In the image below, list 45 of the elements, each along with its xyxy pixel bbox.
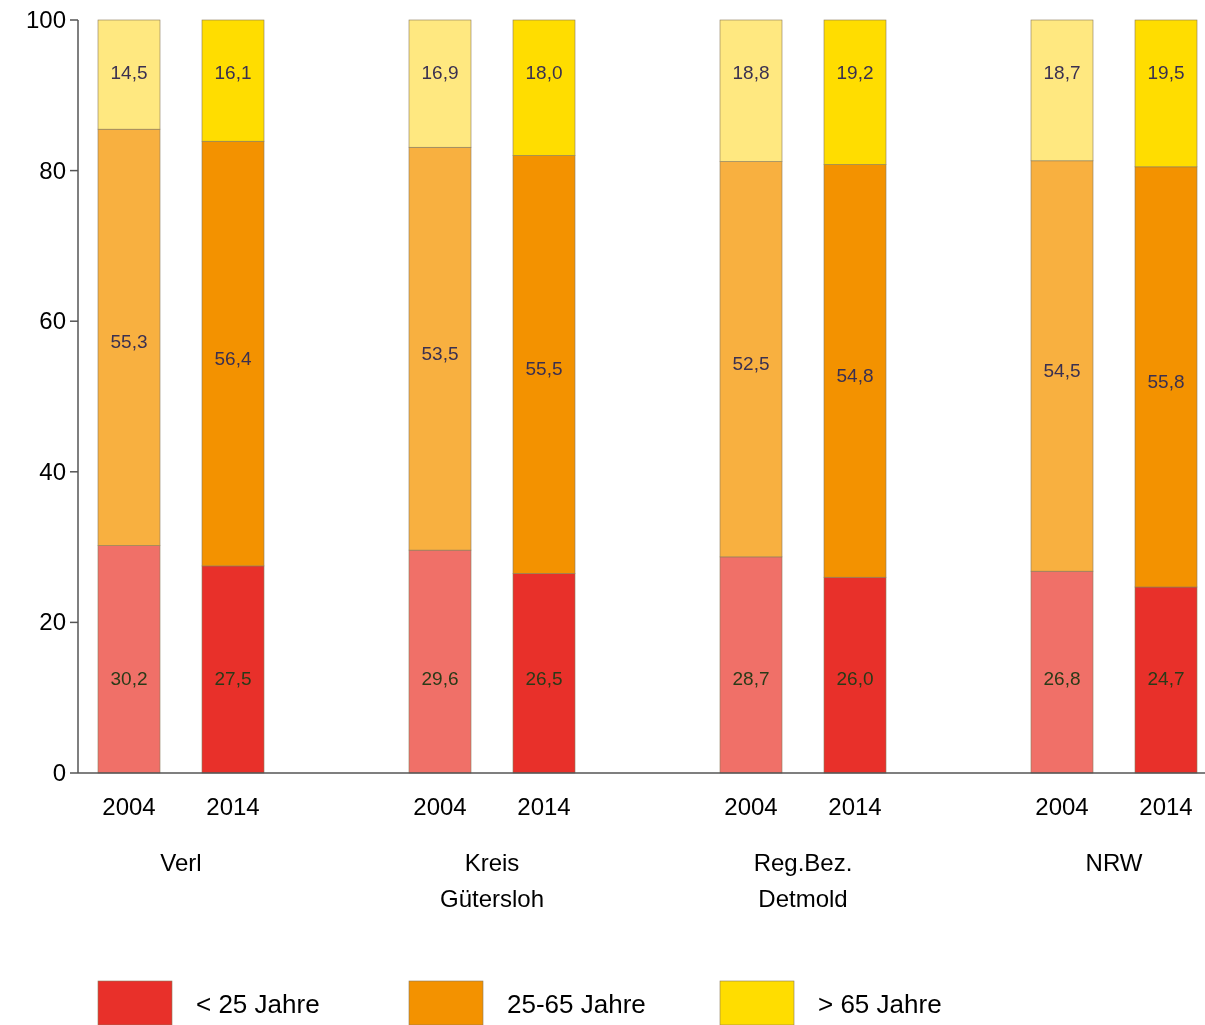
data-label: 19,2 xyxy=(836,62,874,83)
data-label: 53,5 xyxy=(421,342,459,364)
data-label: 52,5 xyxy=(732,353,770,375)
data-label: 26,0 xyxy=(836,668,874,689)
y-tick-label: 40 xyxy=(39,457,66,485)
text: Reg.Bez. Detmold xyxy=(753,849,853,912)
data-label: 55,3 xyxy=(110,331,148,353)
legend-label: < 25 Jahre xyxy=(196,989,320,1019)
data-label: 56,4 xyxy=(214,347,252,369)
x-tick-label: 2014 xyxy=(1139,793,1193,820)
data-label: 24,7 xyxy=(1147,668,1185,689)
data-label: 55,5 xyxy=(525,358,563,380)
data-label: 28,7 xyxy=(732,668,770,689)
data-label: 29,6 xyxy=(421,668,459,689)
x-tick-label: 2004 xyxy=(102,793,156,820)
legend-label: 25-65 Jahre xyxy=(507,989,646,1019)
data-label: 54,8 xyxy=(836,364,874,386)
data-label: 16,1 xyxy=(214,62,252,83)
data-label: 16,9 xyxy=(421,62,459,83)
data-label: 14,5 xyxy=(110,62,148,83)
data-label: 18,7 xyxy=(1043,62,1081,83)
data-label: 18,8 xyxy=(732,62,770,83)
legend-label: > 65 Jahre xyxy=(818,989,942,1019)
y-tick-label: 0 xyxy=(52,759,66,786)
x-tick-label: 2014 xyxy=(206,793,260,820)
y-tick-label: 100 xyxy=(25,6,66,33)
data-label: 55,8 xyxy=(1147,370,1185,392)
data-label: 27,5 xyxy=(214,668,252,689)
y-tick-label: 80 xyxy=(39,156,66,184)
text: NRW xyxy=(1085,849,1143,876)
x-tick-label: 2004 xyxy=(724,793,778,820)
x-tick-label: 2004 xyxy=(413,793,467,820)
data-label: 19,5 xyxy=(1147,62,1185,83)
data-label: 30,2 xyxy=(110,668,148,689)
data-label: 18,0 xyxy=(525,62,563,83)
x-tick-label: 2014 xyxy=(517,793,571,820)
text: Verl xyxy=(160,849,202,876)
x-tick-label: 2014 xyxy=(828,793,882,820)
text: Kreis Gütersloh xyxy=(439,849,545,912)
data-label: 54,5 xyxy=(1043,360,1081,381)
data-label: 26,5 xyxy=(525,668,563,689)
y-tick-label: 20 xyxy=(39,608,66,636)
x-tick-label: 2004 xyxy=(1035,793,1089,820)
y-tick-label: 60 xyxy=(39,307,66,335)
data-label: 26,8 xyxy=(1043,668,1081,689)
